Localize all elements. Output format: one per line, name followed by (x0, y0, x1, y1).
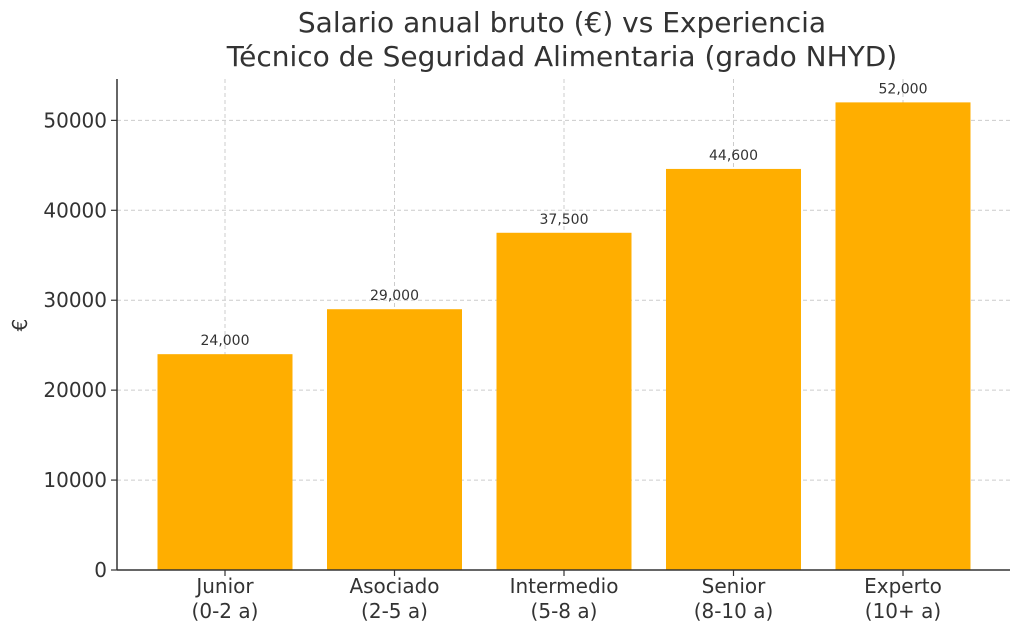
y-axis-label: € (8, 319, 32, 332)
data-label: 44,600 (709, 148, 758, 164)
bar (666, 168, 801, 570)
bar (157, 354, 293, 570)
y-tick-label: 30000 (43, 288, 107, 312)
x-tick-label: Junior (194, 574, 254, 598)
chart-title: Salario anual bruto (€) vs Experiencia (297, 6, 827, 39)
data-label: 52,000 (879, 81, 928, 97)
x-tick-label: (8-10 a) (694, 599, 774, 623)
bar (327, 309, 462, 570)
axes-group (111, 79, 1010, 576)
labels-group: 0 10000 20000 30000 40000 50000 24,000 Junior(0… (43, 81, 942, 623)
x-tick-label: Asociado (349, 574, 439, 598)
x-tick-label: (10+ a) (865, 599, 941, 623)
x-tick-label: (2-5 a) (361, 599, 428, 623)
y-tick-label: 40000 (43, 198, 107, 222)
bar (835, 102, 971, 570)
x-tick-label: (5-8 a) (531, 599, 598, 623)
bars-group (157, 102, 971, 570)
y-tick-label: 50000 (43, 108, 107, 132)
data-label: 29,000 (370, 288, 419, 304)
x-tick-label: Intermedio (510, 574, 619, 598)
bar (496, 232, 632, 570)
y-tick-label: 0 (94, 558, 107, 582)
data-label: 37,500 (540, 212, 589, 228)
data-label: 24,000 (201, 333, 250, 349)
x-tick-label: (0-2 a) (192, 599, 259, 623)
x-tick-label: Experto (864, 574, 942, 598)
x-tick-label: Senior (702, 574, 766, 598)
y-tick-label: 20000 (43, 378, 107, 402)
y-tick-label: 10000 (43, 468, 107, 492)
chart-subtitle: Técnico de Seguridad Alimentaria (grado … (226, 40, 898, 73)
